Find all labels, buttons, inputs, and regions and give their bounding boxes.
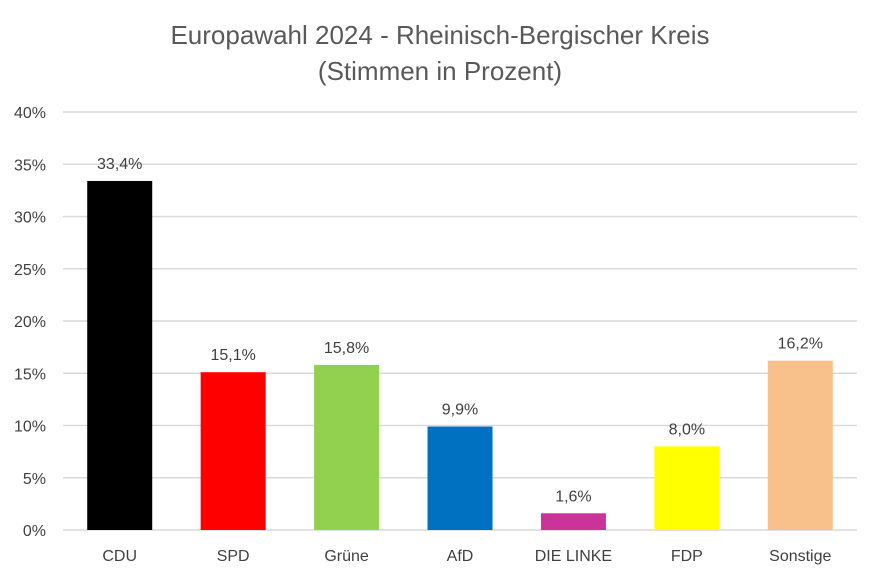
bar-cdu <box>87 180 153 530</box>
bar-fdp <box>654 446 720 530</box>
x-tick-label: DIE LINKE <box>535 548 612 565</box>
y-tick-label: 20% <box>14 314 46 331</box>
x-tick-label: AfD <box>447 548 474 565</box>
y-tick-label: 0% <box>23 523 46 540</box>
x-tick-label: Sonstige <box>769 548 831 565</box>
x-tick-label: SPD <box>217 548 250 565</box>
y-tick-label: 30% <box>14 210 46 227</box>
chart-subtitle: (Stimmen in Prozent) <box>318 56 562 86</box>
bars <box>87 180 833 530</box>
bar-grüne <box>314 364 380 530</box>
data-label: 8,0% <box>669 421 705 438</box>
data-label: 33,4% <box>97 156 142 173</box>
y-tick-label: 35% <box>14 157 46 174</box>
x-tick-label: CDU <box>102 548 137 565</box>
x-tick-label: Grüne <box>324 548 369 565</box>
y-axis-ticks: 0% 5% 10% 15% 20% 25% 30% 35% 40% <box>14 105 46 540</box>
data-label: 15,1% <box>210 347 255 364</box>
data-label: 1,6% <box>555 488 591 505</box>
y-tick-label: 10% <box>14 419 46 436</box>
y-tick-label: 25% <box>14 262 46 279</box>
bar-afd <box>427 426 493 530</box>
data-label: 15,8% <box>324 340 369 357</box>
data-labels: 33,4% 15,1% 15,8% 9,9% 1,6% 8,0% 16,2% <box>97 156 823 505</box>
data-label: 9,9% <box>442 402 478 419</box>
data-label: 16,2% <box>778 336 823 353</box>
gridlines <box>63 111 857 531</box>
y-tick-label: 5% <box>23 471 46 488</box>
y-tick-label: 15% <box>14 366 46 383</box>
chart-title: Europawahl 2024 - Rheinisch-Bergischer K… <box>170 20 709 50</box>
bar-die-linke <box>540 513 606 530</box>
bar-spd <box>200 372 266 530</box>
y-tick-label: 40% <box>14 105 46 122</box>
x-axis-categories: CDU SPD Grüne AfD DIE LINKE FDP Sonstige <box>102 548 831 565</box>
bar-sonstige <box>767 360 833 530</box>
x-tick-label: FDP <box>671 548 703 565</box>
